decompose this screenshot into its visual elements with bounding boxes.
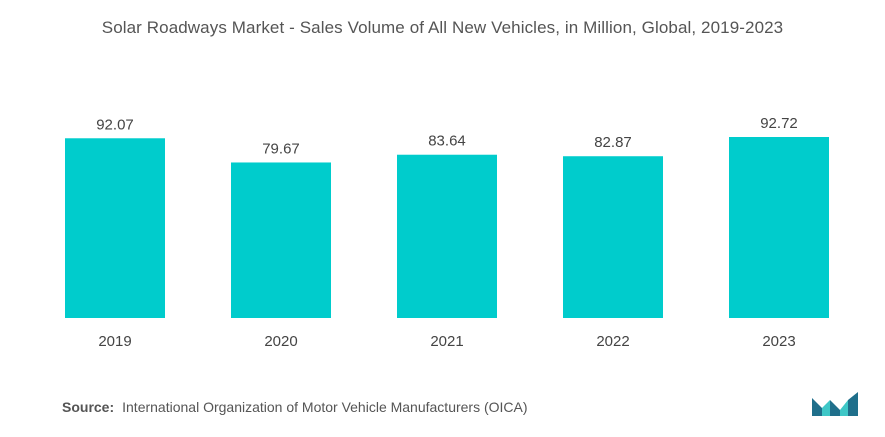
source-label: Source: bbox=[62, 399, 115, 415]
category-label-2020: 2020 bbox=[264, 333, 297, 350]
category-label-2021: 2021 bbox=[430, 333, 463, 350]
category-label-2019: 2019 bbox=[98, 333, 131, 350]
bar-2020 bbox=[231, 162, 331, 318]
category-label-2023: 2023 bbox=[762, 333, 795, 350]
value-label-2020: 79.67 bbox=[262, 140, 300, 157]
bar-2022 bbox=[563, 156, 663, 318]
value-label-2023: 92.72 bbox=[760, 115, 798, 132]
value-label-2022: 82.87 bbox=[594, 134, 632, 151]
bar-2019 bbox=[65, 138, 165, 318]
bars-group bbox=[65, 137, 829, 318]
source-text: International Organization of Motor Vehi… bbox=[122, 399, 528, 415]
category-labels-group: 2019 2020 2021 2022 2023 bbox=[98, 333, 795, 350]
bar-2021 bbox=[397, 154, 497, 318]
bar-2023 bbox=[729, 137, 829, 318]
source-note: Source: International Organization of Mot… bbox=[62, 399, 528, 415]
category-label-2022: 2022 bbox=[596, 333, 629, 350]
value-label-2019: 92.07 bbox=[96, 116, 134, 133]
mordor-intelligence-logo-icon bbox=[812, 392, 858, 416]
value-label-2021: 83.64 bbox=[428, 133, 466, 150]
value-labels-group: 92.07 79.67 83.64 82.87 92.72 bbox=[96, 115, 798, 157]
chart-title: Solar Roadways Market - Sales Volume of … bbox=[101, 18, 784, 37]
